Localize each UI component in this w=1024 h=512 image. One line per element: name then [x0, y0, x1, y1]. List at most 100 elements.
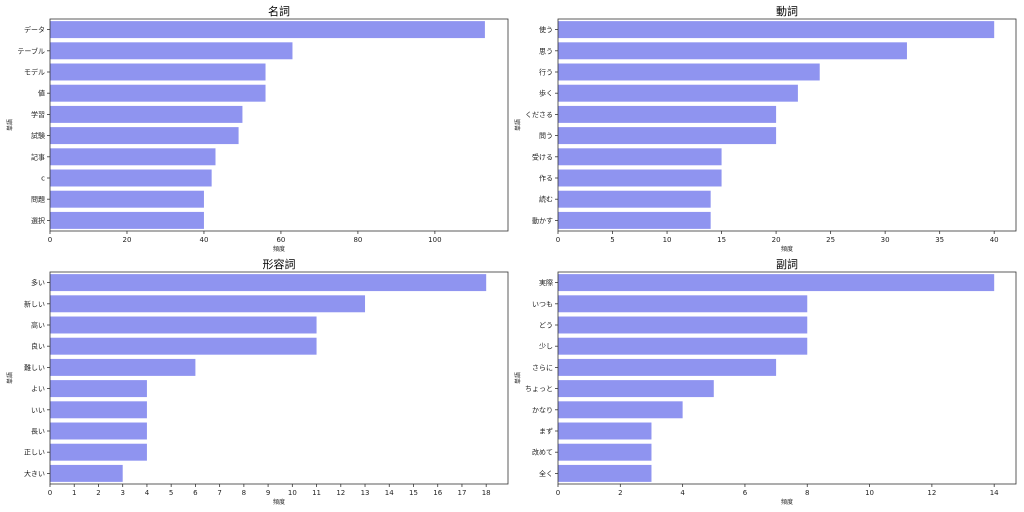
- bar-adjective: [50, 422, 147, 440]
- y-tick-label-verb: 使う: [539, 25, 553, 34]
- y-tick-label-adjective: 大きい: [24, 469, 45, 478]
- x-tick-label-adjective: 18: [482, 489, 491, 497]
- bar-adjective: [50, 380, 147, 398]
- bar-adjective: [50, 443, 147, 461]
- x-tick-label-adjective: 17: [457, 489, 466, 497]
- x-tick-label-adjective: 3: [120, 489, 124, 497]
- y-tick-label-verb: 思う: [539, 47, 553, 55]
- y-tick-label-noun: 学習: [31, 110, 45, 119]
- bar-adjective: [50, 316, 317, 334]
- bar-noun: [50, 190, 204, 208]
- bar-verb: [558, 127, 777, 145]
- bar-verb: [558, 190, 711, 208]
- bar-adjective: [50, 401, 147, 419]
- y-tick-label-verb: 受ける: [532, 152, 553, 161]
- y-tick-label-adverb: 改めて: [532, 448, 553, 457]
- y-tick-label-noun: モデル: [24, 68, 45, 77]
- y-tick-label-adverb: どう: [539, 322, 553, 330]
- x-tick-label-noun: 80: [353, 236, 362, 244]
- x-tick-label-adverb: 4: [680, 489, 685, 497]
- y-tick-label-noun: 問題: [31, 196, 45, 204]
- x-tick-label-verb: 0: [556, 236, 560, 244]
- y-tick-label-adverb: 実際: [539, 278, 553, 287]
- y-tick-label-adverb: 全く: [539, 469, 553, 478]
- y-tick-label-adjective: いい: [31, 406, 45, 414]
- axes-frame-adverb: [557, 271, 1017, 485]
- bar-noun: [50, 105, 243, 123]
- y-tick-label-adjective: 長い: [31, 428, 45, 436]
- bar-verb: [558, 21, 995, 39]
- x-tick-label-noun: 20: [123, 236, 132, 244]
- y-tick-label-noun: データ: [24, 25, 45, 34]
- bar-adjective: [50, 464, 123, 482]
- bar-adjective: [50, 274, 487, 292]
- bar-verb: [558, 84, 798, 102]
- bar-noun: [50, 127, 239, 145]
- x-tick-label-adverb: 14: [990, 489, 999, 497]
- y-tick-label-adverb: かなり: [532, 406, 553, 414]
- x-tick-label-adverb: 2: [618, 489, 622, 497]
- x-tick-label-adjective: 11: [312, 489, 321, 497]
- bar-verb: [558, 105, 777, 123]
- y-tick-label-noun: 選択: [31, 216, 45, 225]
- x-tick-label-adjective: 2: [96, 489, 100, 497]
- x-tick-label-noun: 40: [199, 236, 208, 244]
- bar-verb: [558, 63, 820, 81]
- y-tick-label-adjective: 難しい: [24, 363, 45, 372]
- x-axis-label-noun: 頻度: [273, 245, 285, 253]
- x-tick-label-adjective: 10: [288, 489, 297, 497]
- x-tick-label-adjective: 15: [409, 489, 418, 497]
- x-tick-label-adverb: 10: [865, 489, 874, 497]
- x-tick-label-noun: 100: [428, 236, 441, 244]
- y-axis-label-noun: 単語: [6, 119, 14, 131]
- axes-frame-adjective: [49, 271, 509, 485]
- y-tick-label-adjective: 高い: [31, 321, 45, 330]
- y-axis-label-adjective: 単語: [6, 372, 14, 384]
- x-axis-label-adverb: 頻度: [781, 498, 793, 506]
- bar-noun: [50, 84, 266, 102]
- x-tick-label-verb: 15: [717, 236, 726, 244]
- x-axis-label-verb: 頻度: [781, 245, 793, 253]
- bar-verb: [558, 148, 722, 166]
- x-tick-label-adjective: 12: [336, 489, 345, 497]
- x-tick-label-verb: 25: [826, 236, 835, 244]
- x-tick-label-adverb: 8: [805, 489, 809, 497]
- x-tick-label-adjective: 6: [193, 489, 198, 497]
- x-tick-label-adjective: 14: [385, 489, 394, 497]
- x-axis-label-adjective: 頻度: [273, 498, 285, 506]
- x-tick-label-adjective: 13: [361, 489, 370, 497]
- bar-noun: [50, 169, 212, 187]
- bar-adverb: [558, 274, 995, 292]
- x-tick-label-verb: 30: [881, 236, 890, 244]
- y-tick-label-adverb: さらに: [532, 364, 553, 372]
- y-tick-label-adjective: 良い: [31, 342, 45, 351]
- y-tick-label-verb: 作る: [539, 174, 553, 183]
- y-tick-label-verb: 行う: [539, 68, 553, 77]
- x-tick-label-adverb: 12: [927, 489, 936, 497]
- bar-noun: [50, 148, 216, 166]
- y-tick-label-verb: 問う: [539, 132, 553, 140]
- y-tick-label-adverb: 少し: [539, 343, 553, 351]
- x-tick-label-adjective: 0: [48, 489, 52, 497]
- y-tick-label-noun: c: [41, 175, 45, 183]
- bar-adverb: [558, 295, 808, 313]
- x-tick-label-verb: 35: [935, 236, 944, 244]
- bar-adverb: [558, 358, 777, 376]
- y-tick-label-adverb: ちょっと: [525, 385, 553, 393]
- y-tick-label-noun: 値: [38, 89, 45, 98]
- y-tick-label-noun: テーブル: [17, 46, 45, 55]
- y-tick-label-adverb: いつも: [532, 300, 553, 308]
- bar-adverb: [558, 422, 652, 440]
- y-axis-label-verb: 単語: [514, 119, 522, 131]
- y-tick-label-adjective: よい: [31, 385, 45, 393]
- y-axis-label-adverb: 単語: [514, 372, 522, 384]
- bar-noun: [50, 211, 204, 229]
- chart-title-adjective: 形容詞: [263, 257, 296, 271]
- bar-adverb: [558, 380, 714, 398]
- bar-verb: [558, 42, 907, 60]
- bar-noun: [50, 42, 293, 60]
- axes-frame-noun: [49, 18, 509, 232]
- x-tick-label-verb: 20: [772, 236, 781, 244]
